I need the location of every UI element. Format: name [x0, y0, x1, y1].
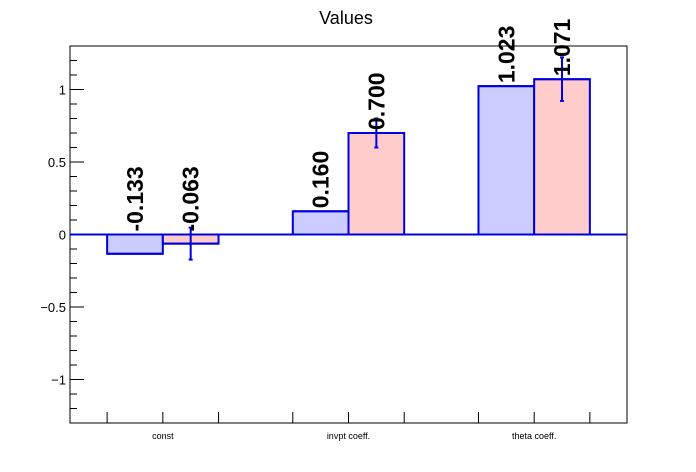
category-label: const: [152, 431, 174, 441]
value-label: 0.160: [308, 151, 334, 209]
data-labels: -0.133 0.160 1.023 -0.063 0.700 1.071: [70, 18, 627, 236]
chart-title: Values: [319, 8, 373, 28]
y-tick-label: −1: [51, 373, 66, 388]
value-label: -0.063: [178, 166, 204, 231]
value-label: 0.700: [363, 72, 389, 130]
bar: [477, 85, 536, 236]
value-label: 1.071: [549, 18, 575, 76]
y-tick-label: −0.5: [40, 300, 66, 315]
value-label: 1.023: [493, 26, 519, 84]
bar: [106, 233, 164, 255]
bar: [533, 78, 591, 236]
y-tick-label: 1: [59, 83, 66, 98]
category-label: theta coeff.: [512, 431, 556, 441]
y-tick-label: 0: [59, 228, 66, 243]
category-label: invpt coeff.: [327, 431, 370, 441]
axes: −1 −0.5 0 0.5 1 const invpt coeff. theta coeff.: [40, 60, 591, 441]
y-tick-label: 0.5: [48, 155, 66, 170]
bar: [291, 210, 350, 236]
value-label: -0.133: [122, 166, 148, 231]
bars: [106, 56, 591, 261]
